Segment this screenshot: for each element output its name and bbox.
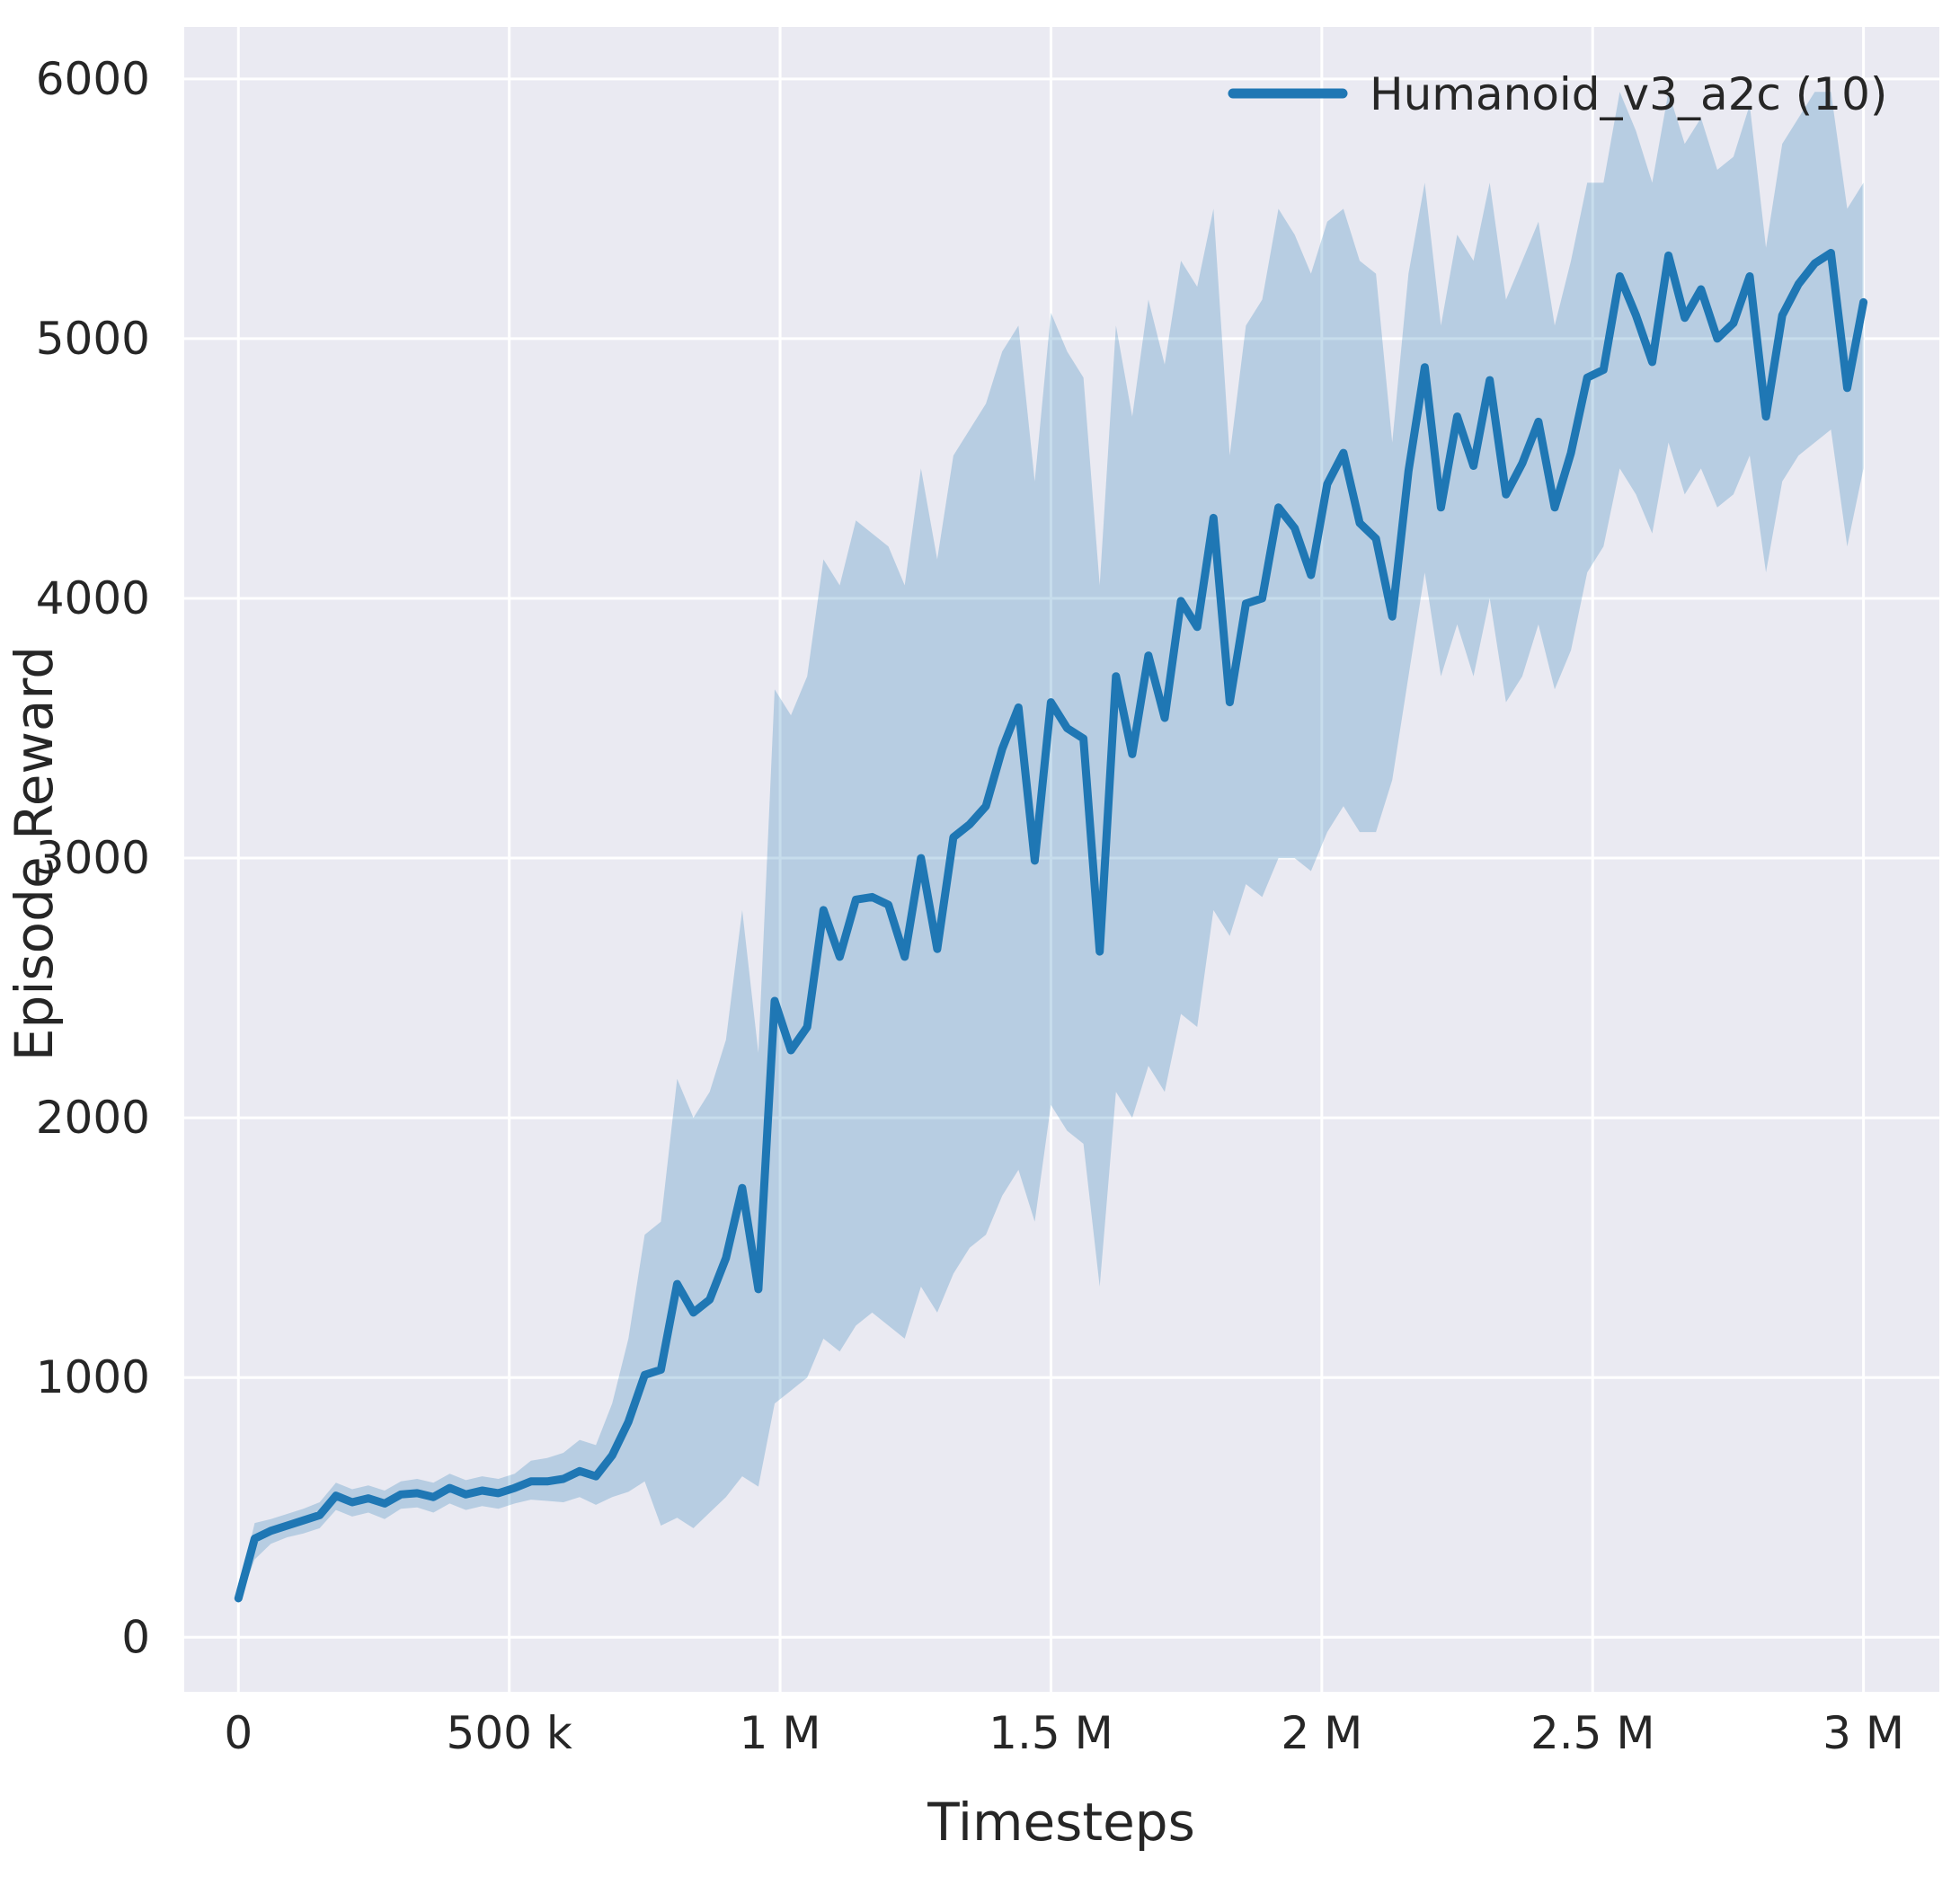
y-axis-label: Episode Reward: [4, 646, 65, 1061]
grid-lines: [184, 27, 1939, 1692]
x-tick-label: 1.5 M: [989, 1707, 1113, 1759]
mean-reward-line: [234, 249, 1868, 1603]
x-tick-label: 1 M: [740, 1707, 821, 1759]
x-axis-label: Timesteps: [927, 1792, 1195, 1853]
legend: Humanoid_v3_a2c (10): [1228, 68, 1887, 120]
y-tick-label: 2000: [36, 1092, 150, 1144]
x-tick-label: 0: [224, 1707, 253, 1759]
x-tick-label: 500 k: [447, 1707, 572, 1759]
y-tick-label: 5000: [36, 313, 150, 365]
x-tick-label: 2.5 M: [1530, 1707, 1655, 1759]
x-tick-label: 3 M: [1823, 1707, 1904, 1759]
y-tick-label: 6000: [36, 53, 150, 105]
tick-labels: 0 500 k 1 M 1.5 M 2 M 2.5 M 3 M 0 1000 2000 3000 40…: [36, 53, 1904, 1759]
y-tick-label: 3000: [36, 832, 150, 884]
legend-series-label: Humanoid_v3_a2c (10): [1370, 68, 1887, 120]
x-tick-label: 2 M: [1281, 1707, 1362, 1759]
y-tick-label: 4000: [36, 572, 150, 624]
y-tick-label: 0: [121, 1611, 150, 1663]
confidence-band: [238, 92, 1864, 1604]
y-tick-label: 1000: [36, 1351, 150, 1403]
